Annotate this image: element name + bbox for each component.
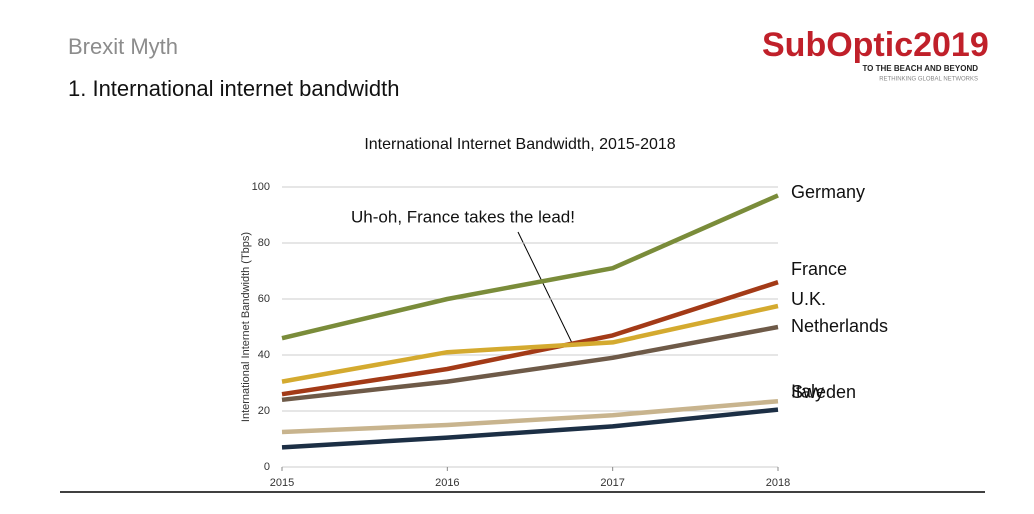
x-tick-label: 2016 <box>435 477 459 489</box>
series-label: Netherlands <box>791 316 888 336</box>
series-label: Sweden <box>791 382 856 402</box>
y-tick-label: 20 <box>258 405 270 417</box>
series-line <box>281 303 779 384</box>
annotation: Uh-oh, France takes the lead! <box>351 207 575 226</box>
series-label: France <box>791 259 847 279</box>
slide-title: Brexit Myth <box>68 34 178 59</box>
x-tick-label: 2017 <box>600 477 624 489</box>
series-label: Italy <box>791 381 824 401</box>
series-label: U.K. <box>791 289 826 309</box>
slide-subtitle: 1. International internet bandwidth <box>68 76 399 101</box>
x-tick-label: 2018 <box>766 477 790 489</box>
series-line <box>281 280 779 397</box>
x-tick-label: 2015 <box>270 477 294 489</box>
series-line <box>281 407 779 450</box>
y-tick-label: 60 <box>258 293 270 305</box>
logo-motto: RETHINKING GLOBAL NETWORKS <box>879 77 978 83</box>
y-tick-label: 40 <box>258 349 270 361</box>
y-tick-label: 0 <box>264 461 270 473</box>
chart-title: International Internet Bandwidth, 2015-2… <box>364 136 675 153</box>
y-tick-label: 100 <box>252 181 270 193</box>
logo-tagline: TO THE BEACH AND BEYOND <box>862 64 978 73</box>
y-tick-label: 80 <box>258 237 270 249</box>
series-line <box>281 193 779 341</box>
logo-name: SubOptic2019 <box>762 26 989 64</box>
series-label: Germany <box>791 182 865 202</box>
series-line <box>281 398 779 435</box>
y-axis-label: International Internet Bandwidth (Tbps) <box>240 232 252 422</box>
series-line <box>281 324 779 403</box>
annotation-arrow <box>517 231 574 346</box>
